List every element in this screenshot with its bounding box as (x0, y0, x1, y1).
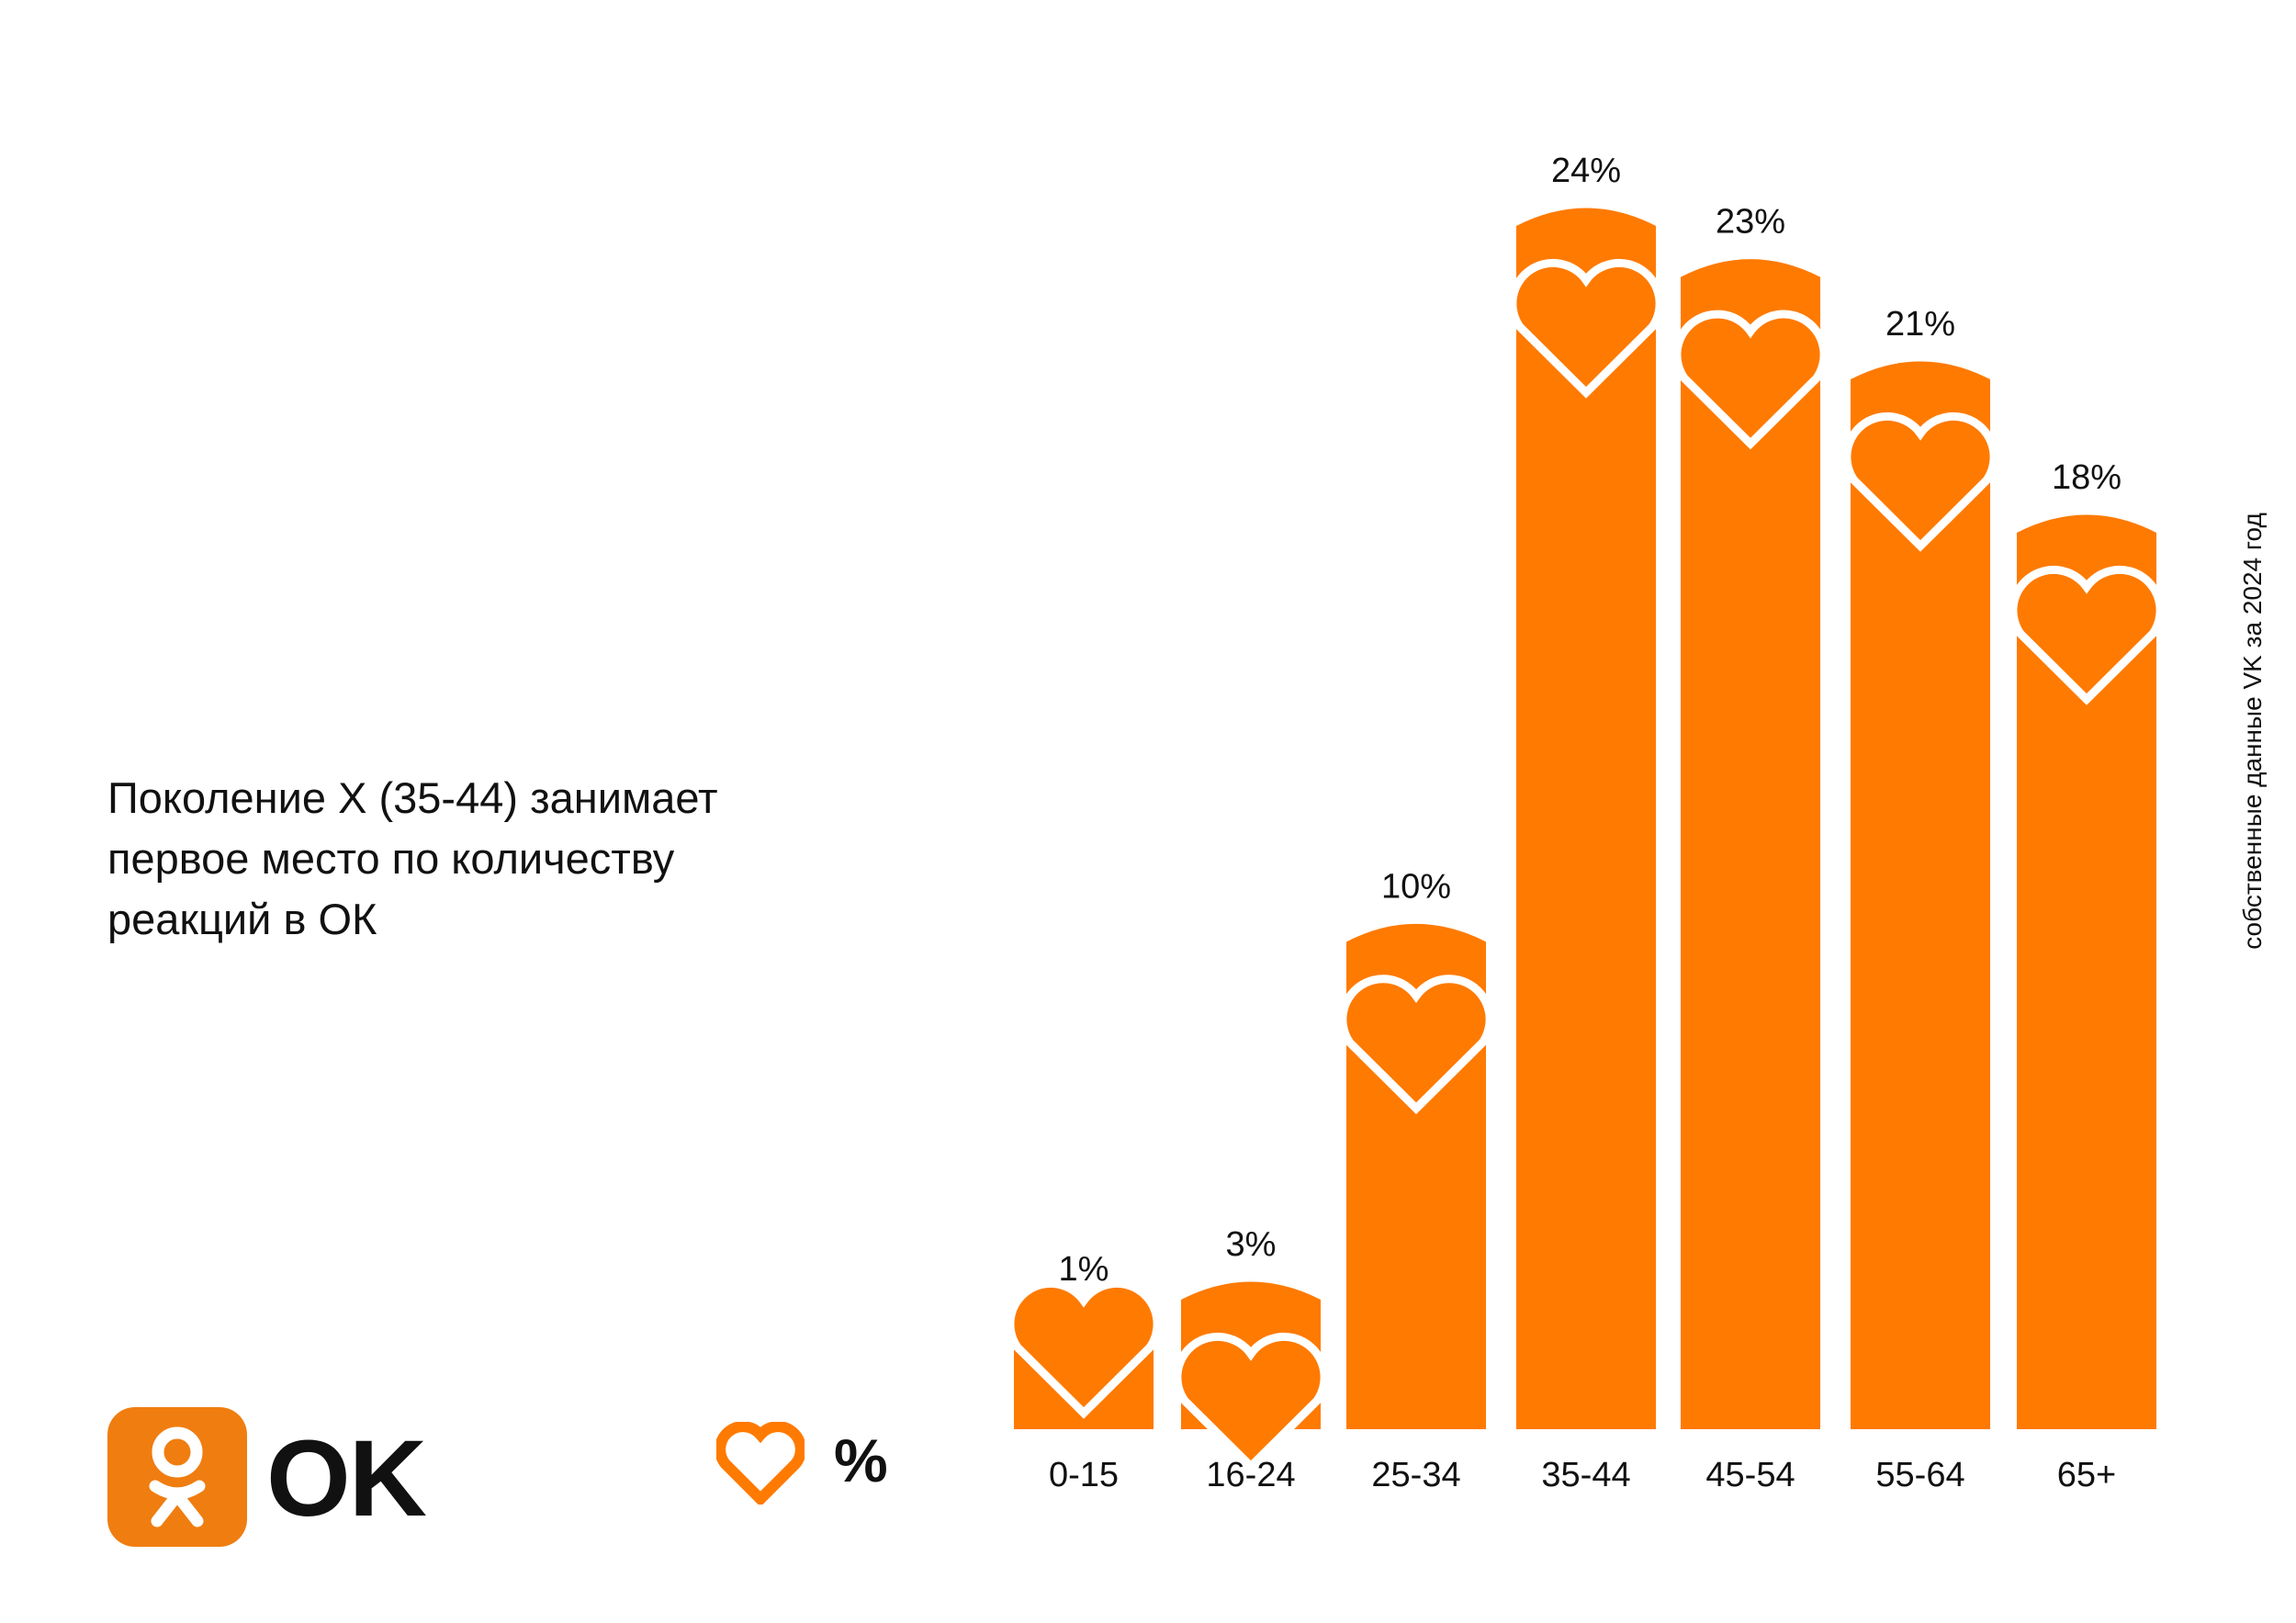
legend-label: % (834, 1426, 888, 1494)
headline: Поколение X (35-44) занимает первое мест… (107, 768, 842, 950)
headline-line-1: Поколение X (35-44) занимает (107, 773, 718, 822)
category-label: 16-24 (1206, 1456, 1295, 1494)
heart-marker (2009, 565, 2165, 705)
heart-marker (1672, 310, 1829, 450)
category-label: 45-54 (1705, 1456, 1795, 1494)
bar-55-64 (1851, 361, 1990, 1429)
data-label: 21% (1885, 305, 1955, 344)
headline-line-3: реакций в ОК (107, 895, 377, 943)
bar-65+ (2017, 514, 2156, 1429)
heart-marker (1173, 1332, 1329, 1472)
ok-wordmark: OK (266, 1418, 427, 1539)
data-label: 23% (1716, 203, 1785, 242)
headline-line-2: первое место по количеству (107, 834, 675, 883)
category-label: 55-64 (1875, 1456, 1964, 1494)
data-label: 1% (1059, 1250, 1109, 1289)
data-label: 24% (1551, 152, 1621, 190)
bar-45-54 (1681, 259, 1820, 1430)
heart-marker (1842, 411, 1998, 552)
heart-marker (1338, 975, 1494, 1115)
ok-person-icon (149, 1426, 206, 1527)
heart-marker (1006, 1279, 1162, 1419)
heart-icon (716, 1422, 805, 1505)
data-label: 18% (2052, 458, 2122, 497)
data-label: 3% (1226, 1225, 1277, 1264)
heart-marker (1508, 258, 1664, 399)
category-label: 65+ (2057, 1456, 2116, 1494)
data-label: 10% (1381, 867, 1451, 906)
ok-logo (107, 1407, 247, 1547)
category-label: 0-15 (1049, 1456, 1119, 1494)
category-label: 25-34 (1371, 1456, 1460, 1494)
category-label: 35-44 (1541, 1456, 1630, 1494)
bar-35-44 (1516, 208, 1656, 1429)
